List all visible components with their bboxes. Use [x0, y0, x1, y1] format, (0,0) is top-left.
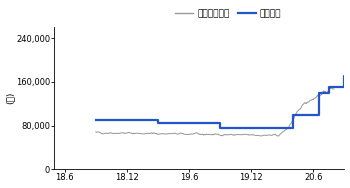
Legend: 에코프로비엠, 적정주가: 에코프로비엠, 적정주가 [172, 6, 285, 22]
Y-axis label: (원): (원) [6, 92, 15, 104]
